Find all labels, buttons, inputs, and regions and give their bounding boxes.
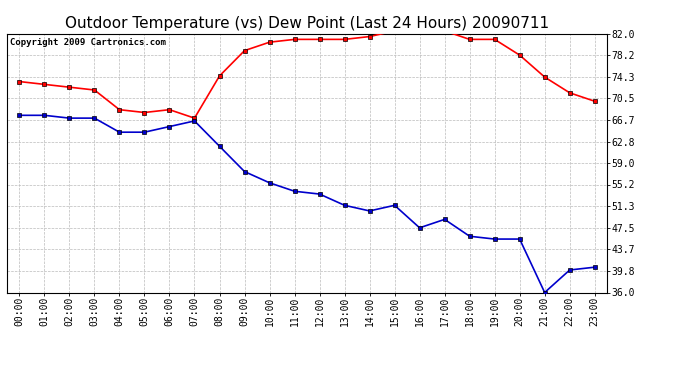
Text: Copyright 2009 Cartronics.com: Copyright 2009 Cartronics.com [10,38,166,46]
Title: Outdoor Temperature (vs) Dew Point (Last 24 Hours) 20090711: Outdoor Temperature (vs) Dew Point (Last… [65,16,549,31]
